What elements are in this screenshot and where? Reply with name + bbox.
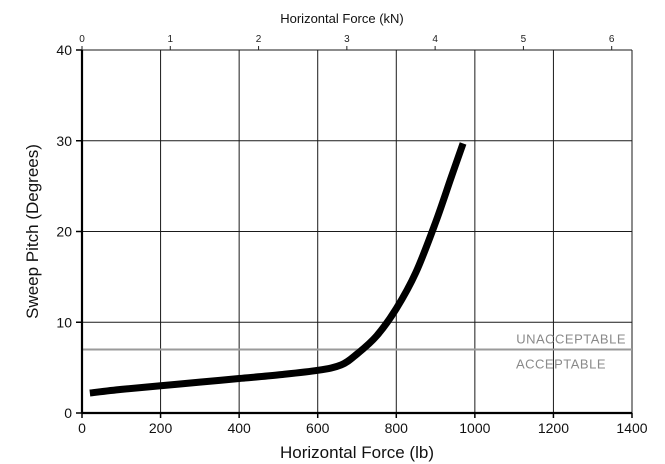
x-tick-label: 1400 [616,420,647,436]
top-tick-label: 2 [256,34,262,45]
top-tick-label: 4 [432,34,438,45]
threshold-label-unacceptable: UNACCEPTABLE [516,331,626,346]
y-tick-label: 40 [56,42,72,58]
top-axis-label: Horizontal Force (kN) [280,11,404,26]
y-tick-label: 20 [56,224,72,240]
x-tick-label: 0 [78,420,86,436]
y-tick-label: 30 [56,133,72,149]
top-tick-label: 6 [609,34,615,45]
x-axis-label: Horizontal Force (lb) [280,443,434,462]
grid [82,49,633,413]
x-tick-label: 200 [149,420,173,436]
top-tick-label: 1 [168,34,174,45]
y-axis-label: Sweep Pitch (Degrees) [23,144,42,319]
y-tick-label: 0 [64,405,72,421]
series-line [89,142,467,397]
x-tick-label: 800 [385,420,409,436]
axes [76,46,633,418]
x-tick-label: 1000 [459,420,490,436]
top-tick-label: 3 [344,34,350,45]
top-tick-label: 0 [79,34,85,45]
series-layer [89,142,467,397]
threshold: UNACCEPTABLE ACCEPTABLE [82,331,632,371]
y-tick-label: 10 [56,314,72,330]
x-tick-label: 1200 [538,420,569,436]
x-tick-label: 600 [306,420,330,436]
top-tick-label: 5 [521,34,527,45]
threshold-label-acceptable: ACCEPTABLE [516,356,606,371]
x-tick-label: 400 [227,420,251,436]
